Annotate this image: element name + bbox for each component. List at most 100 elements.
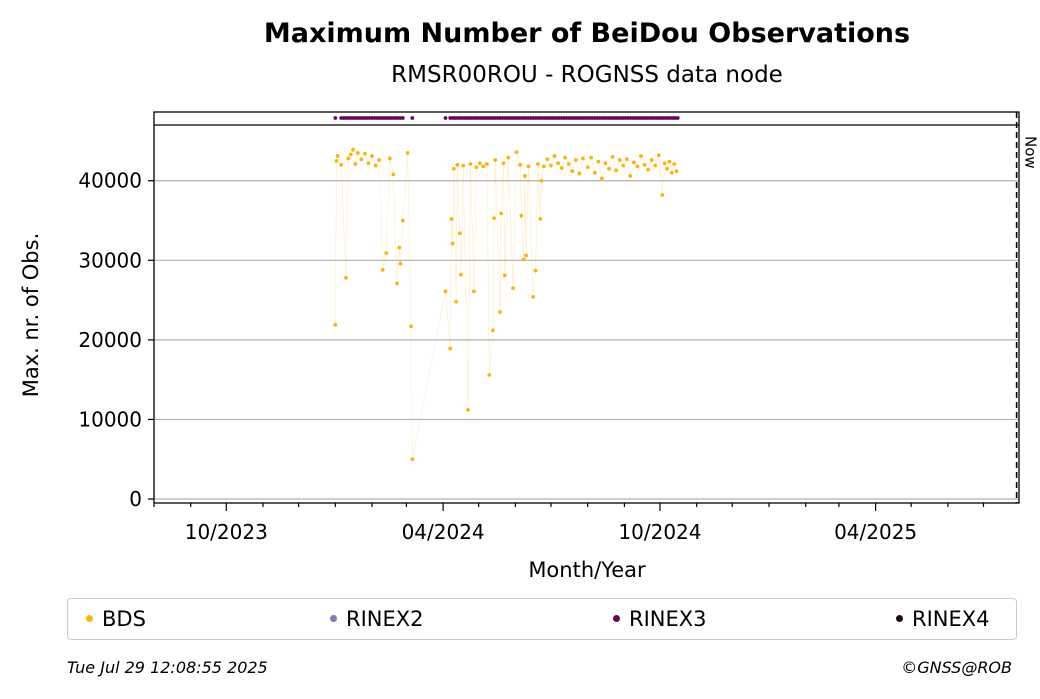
bds-point xyxy=(351,147,355,152)
bds-point xyxy=(669,170,674,175)
rinex3-availability-point xyxy=(675,116,680,120)
chart-canvas: Maximum Number of BeiDou Observations RM… xyxy=(19,18,1040,582)
bds-point xyxy=(667,159,672,164)
plot-area: 0 10000 20000 30000 40000 10/2023 04/2024 10/20… xyxy=(78,111,1040,544)
legend-marker-rinex2 xyxy=(330,614,337,622)
bds-point xyxy=(545,157,550,162)
bds-point xyxy=(665,166,669,171)
bds-point xyxy=(474,165,479,170)
bds-point xyxy=(391,172,396,177)
chart-title: Maximum Number of BeiDou Observations xyxy=(264,18,910,49)
bds-point xyxy=(443,289,448,294)
bds-point xyxy=(449,217,454,221)
bds-point xyxy=(472,289,476,294)
bds-point xyxy=(570,169,575,174)
legend-label-bds: BDS xyxy=(102,607,146,631)
bds-point xyxy=(624,157,629,162)
x-axis-label: Month/Year xyxy=(528,558,646,582)
legend-marker-bds xyxy=(86,614,93,622)
bds-point xyxy=(635,164,640,169)
legend-item-rinex2: RINEX2 xyxy=(330,607,424,631)
bds-point xyxy=(674,169,679,174)
bds-point xyxy=(660,193,665,197)
bds-point xyxy=(409,324,414,329)
x-tick-label: 10/2023 xyxy=(185,520,268,544)
bds-point xyxy=(621,163,626,168)
bds-point xyxy=(499,211,504,216)
bds-point xyxy=(492,216,496,221)
bds-point xyxy=(589,155,594,160)
bds-point xyxy=(559,166,564,170)
bds-point xyxy=(642,162,647,167)
y-tick-label: 20000 xyxy=(78,328,142,352)
bds-point xyxy=(521,257,526,262)
bds-point xyxy=(455,162,460,167)
now-marker-label: Now xyxy=(1022,136,1040,169)
bds-point xyxy=(672,162,677,166)
bds-point xyxy=(501,161,506,166)
bds-point xyxy=(373,163,378,168)
bds-point xyxy=(519,213,524,218)
y-tick-label: 10000 xyxy=(78,407,142,431)
bds-point xyxy=(370,154,374,158)
bds-point xyxy=(490,328,495,333)
bds-point xyxy=(461,163,466,168)
bds-point xyxy=(646,167,651,172)
y-tick-label: 30000 xyxy=(78,248,142,272)
bds-point xyxy=(511,286,515,291)
footer-copyright: ©GNSS@ROB xyxy=(901,658,1012,677)
bds-point xyxy=(541,164,546,169)
bds-point xyxy=(617,158,622,162)
bds-point xyxy=(526,164,531,169)
bds-point xyxy=(536,162,540,166)
bds-point xyxy=(607,166,611,171)
bds-point xyxy=(398,261,403,266)
chart-subtitle: RMSR00ROU - ROGNSS data node xyxy=(391,62,783,88)
bds-point xyxy=(450,241,455,246)
bds-point xyxy=(485,162,489,166)
bds-point xyxy=(592,170,597,175)
bds-point xyxy=(539,178,544,183)
bds-point xyxy=(552,154,557,158)
bds-point xyxy=(448,346,453,351)
bds-point xyxy=(628,174,633,178)
bds-point xyxy=(377,158,382,162)
bds-point xyxy=(563,155,568,160)
bds-point xyxy=(366,161,371,166)
bds-point xyxy=(387,156,392,161)
bds-point xyxy=(384,251,389,256)
bds-point xyxy=(518,162,523,167)
legend-label-rinex4: RINEX4 xyxy=(912,607,990,631)
bds-point xyxy=(577,171,582,176)
bds-point xyxy=(603,161,608,166)
bds-point xyxy=(502,273,507,278)
bds-point xyxy=(397,245,402,250)
bds-point xyxy=(346,156,351,161)
bds-point xyxy=(614,168,619,173)
bds-point xyxy=(410,457,415,462)
bds-point xyxy=(610,154,615,159)
bds-point xyxy=(662,161,667,166)
bds-point xyxy=(538,217,543,221)
bds-point xyxy=(405,150,410,155)
legend-item-rinex4: RINEX4 xyxy=(896,607,990,631)
x-tick-label: 10/2024 xyxy=(618,520,701,544)
bds-point xyxy=(359,157,364,162)
bds-point xyxy=(522,174,527,178)
bds-point xyxy=(458,272,463,277)
bds-point xyxy=(400,218,405,223)
bds-point xyxy=(581,156,585,161)
rinex3-availability-point xyxy=(443,116,448,120)
legend-label-rinex3: RINEX3 xyxy=(629,607,707,631)
plot-frame xyxy=(153,111,1020,504)
bds-point xyxy=(339,162,344,167)
bds-point xyxy=(531,295,536,299)
bds-point xyxy=(355,150,360,155)
bds-point xyxy=(653,163,658,168)
bds-point xyxy=(493,158,498,162)
bds-point xyxy=(639,154,643,158)
bds-point xyxy=(656,153,661,158)
bds-point xyxy=(353,162,358,166)
bds-point xyxy=(481,164,486,169)
bds-point xyxy=(348,152,353,157)
